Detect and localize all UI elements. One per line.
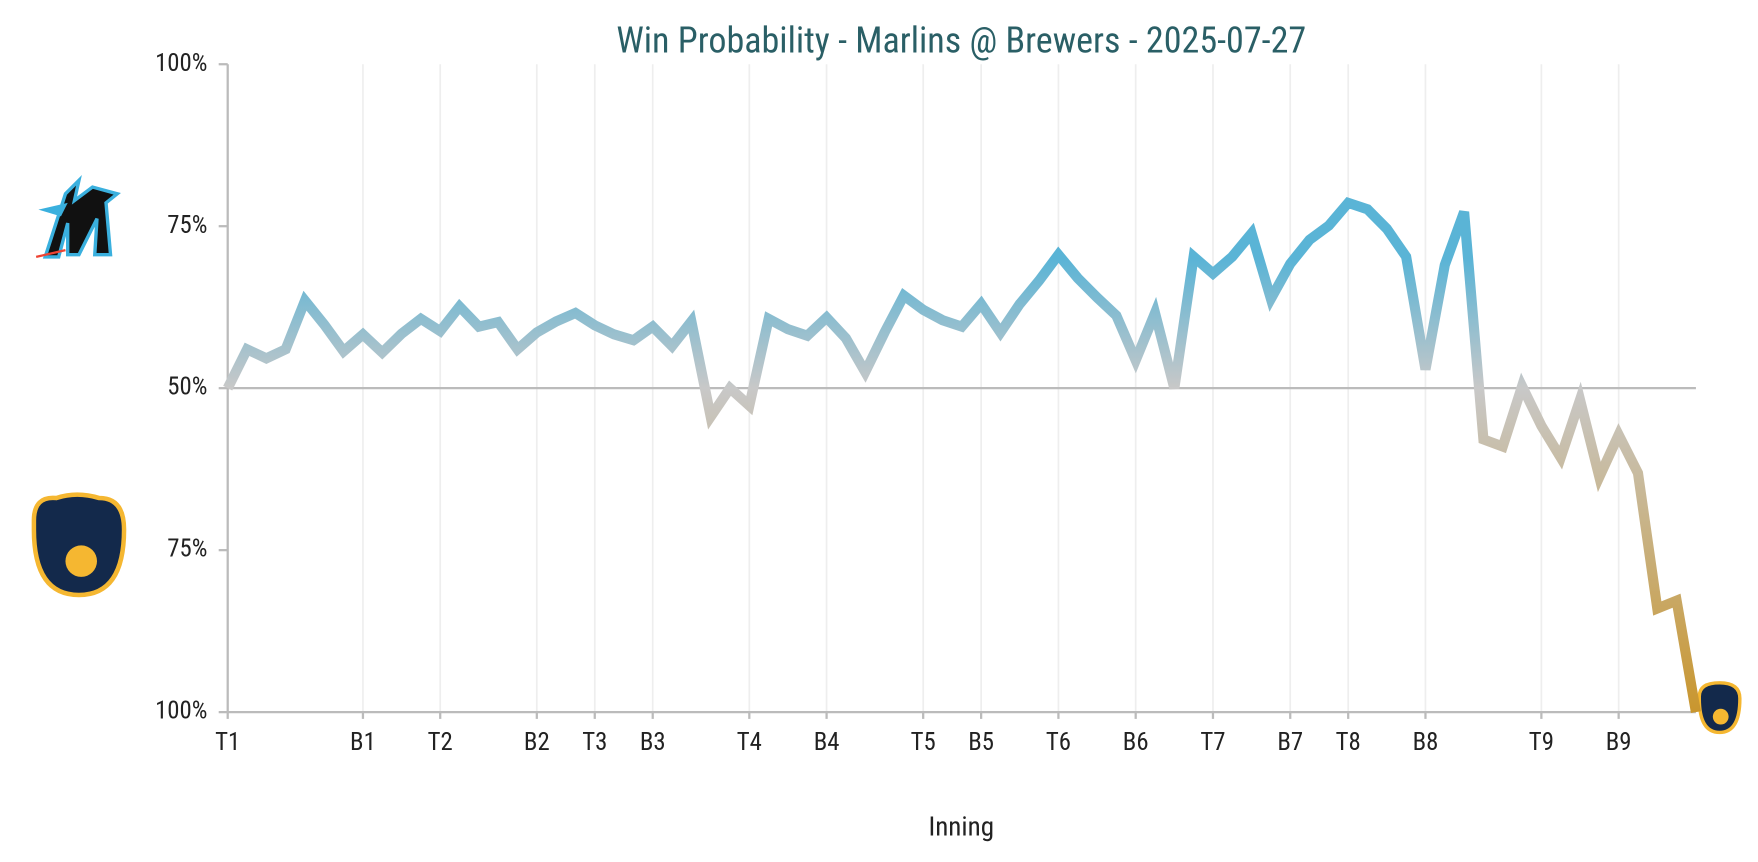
brewers-logo bbox=[31, 492, 127, 598]
y-tick-label: 100% bbox=[155, 49, 207, 78]
x-tick-label: B5 bbox=[968, 728, 994, 757]
y-tick-label: 50% bbox=[167, 373, 207, 402]
x-tick-label: T2 bbox=[428, 728, 453, 757]
y-tick-label: 75% bbox=[167, 211, 207, 240]
marlins-logo bbox=[35, 174, 121, 259]
x-tick-label: T6 bbox=[1046, 728, 1071, 757]
chart-title: Win Probability - Marlins @ Brewers - 20… bbox=[616, 19, 1306, 61]
x-tick-label: B6 bbox=[1123, 728, 1149, 757]
x-axis-label: Inning bbox=[928, 810, 994, 842]
x-tick-label: B7 bbox=[1277, 728, 1303, 757]
y-tick-label: 75% bbox=[167, 535, 207, 564]
x-tick-label: B3 bbox=[640, 728, 666, 757]
x-tick-label: B8 bbox=[1413, 728, 1439, 757]
x-tick-label: T1 bbox=[215, 728, 240, 757]
x-tick-label: B4 bbox=[814, 728, 840, 757]
x-tick-label: T5 bbox=[911, 728, 936, 757]
x-tick-label: T3 bbox=[582, 728, 607, 757]
x-tick-label: T8 bbox=[1336, 728, 1361, 757]
x-tick-label: T9 bbox=[1529, 728, 1554, 757]
win-probability-line bbox=[223, 196, 1701, 714]
brewers-logo-small bbox=[1697, 681, 1742, 735]
y-tick-label: 100% bbox=[155, 697, 207, 726]
x-tick-label: T7 bbox=[1200, 728, 1225, 757]
x-tick-label: B2 bbox=[524, 728, 550, 757]
x-tick-label: T4 bbox=[737, 728, 762, 757]
x-tick-label: B1 bbox=[350, 728, 376, 757]
x-tick-label: B9 bbox=[1606, 728, 1632, 757]
